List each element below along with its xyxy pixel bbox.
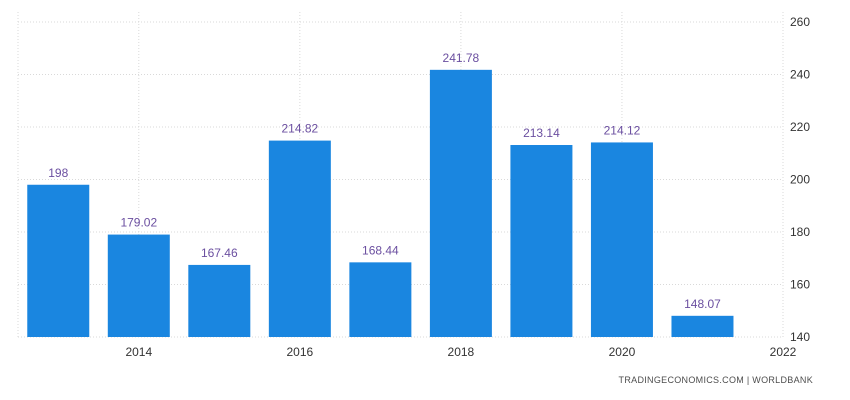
bar-2013 [27, 184, 90, 337]
x-tick-label: 2016 [286, 345, 313, 359]
bars [27, 69, 734, 337]
data-label-2013: 198 [48, 166, 68, 180]
data-label-2014: 179.02 [120, 216, 157, 230]
x-tick-label: 2022 [770, 345, 797, 359]
data-label-2016: 214.82 [281, 122, 318, 136]
x-tick-label: 2018 [448, 345, 475, 359]
bar-2014 [107, 234, 170, 337]
y-tick-label: 160 [790, 278, 810, 292]
data-label-2021: 148.07 [684, 297, 721, 311]
y-axis: 140 160 180 200 220 240 260 [790, 15, 810, 344]
bar-2017 [349, 262, 412, 337]
y-tick-label: 180 [790, 225, 810, 239]
data-label-2019: 213.14 [523, 126, 560, 140]
bar-2016 [268, 140, 331, 337]
y-tick-label: 200 [790, 173, 810, 187]
bar-2021 [671, 315, 734, 337]
data-label-2018: 241.78 [443, 51, 480, 65]
y-tick-label: 240 [790, 68, 810, 82]
x-tick-label: 2014 [125, 345, 152, 359]
data-label-2020: 214.12 [604, 123, 641, 137]
data-label-2015: 167.46 [201, 246, 238, 260]
x-tick-label: 2020 [609, 345, 636, 359]
bar-2020 [590, 142, 653, 337]
y-tick-label: 260 [790, 15, 810, 29]
data-labels: 198 179.02 167.46 214.82 168.44 241.78 213.14 2… [48, 51, 721, 311]
bar-2015 [188, 264, 251, 337]
bar-2019 [510, 145, 573, 337]
bar-2018 [429, 69, 492, 337]
source-attribution: TRADINGECONOMICS.COM | WORLDBANK [618, 375, 813, 385]
y-tick-label: 140 [790, 330, 810, 344]
y-tick-label: 220 [790, 120, 810, 134]
data-label-2017: 168.44 [362, 243, 399, 257]
x-axis: 2014 2016 2018 2020 2022 [125, 345, 796, 359]
